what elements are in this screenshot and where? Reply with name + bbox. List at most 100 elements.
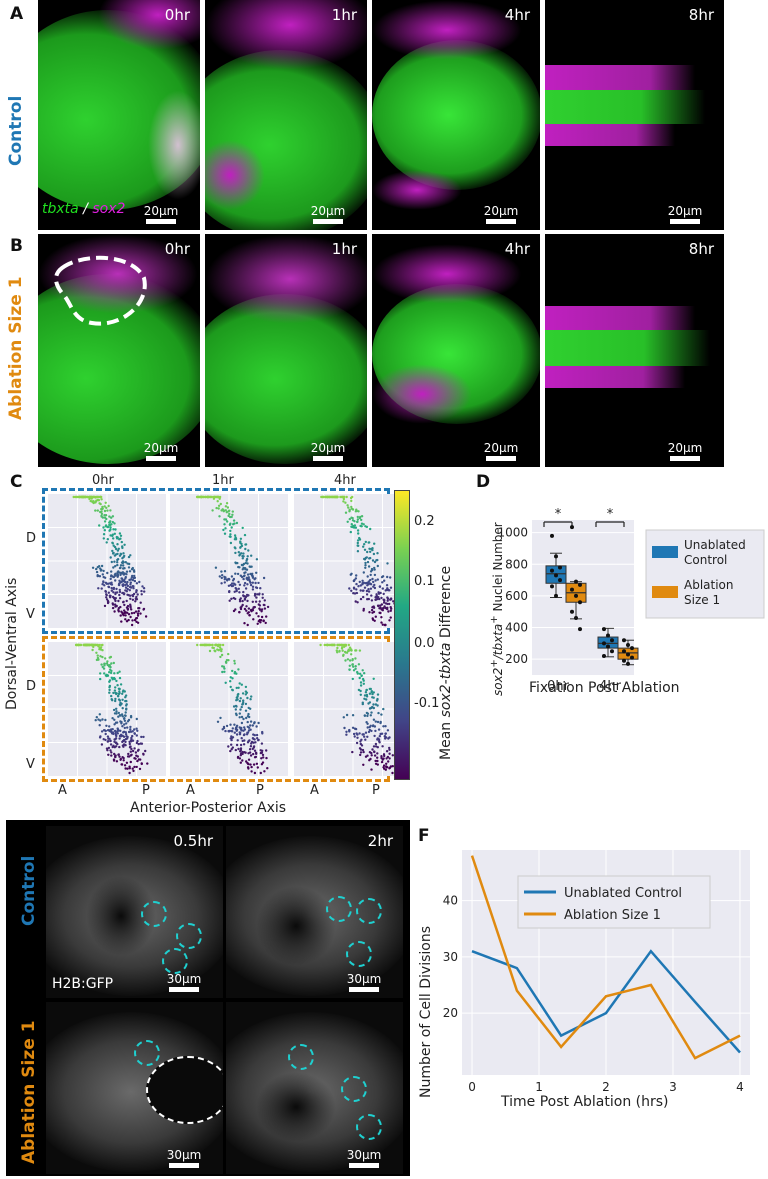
scatter-point <box>126 767 129 770</box>
scatter-point <box>109 665 112 669</box>
scatter-point <box>118 670 121 673</box>
scatter-point <box>374 579 377 582</box>
scatter-point <box>363 694 367 697</box>
scatter-point <box>370 547 373 551</box>
scatter-point <box>336 495 339 499</box>
scatter-point <box>140 735 143 739</box>
y-tick: 20 <box>443 1006 458 1020</box>
scatter-point <box>118 755 121 758</box>
scatter-point <box>94 643 97 647</box>
scatter-point <box>264 621 267 625</box>
scatter-point <box>370 768 373 771</box>
scatter-point <box>353 592 357 595</box>
scatter-point <box>351 677 354 681</box>
scale-bar: 20µm <box>658 441 712 461</box>
scatter-point <box>245 716 248 720</box>
scatter-point <box>368 759 371 762</box>
scatter-point <box>127 718 131 722</box>
scatter-point <box>344 643 348 647</box>
scatter-point <box>122 717 126 720</box>
scatter-point <box>260 615 264 619</box>
scatter-point <box>213 649 216 652</box>
scatter-point <box>366 726 369 729</box>
scatter-point <box>107 504 110 508</box>
scatter-point <box>116 536 119 539</box>
scatter-point <box>348 668 351 671</box>
scatter-point <box>246 623 249 627</box>
scatter-point <box>249 763 252 766</box>
scatter-point <box>239 761 242 764</box>
scatter-point <box>347 643 350 647</box>
scatter-point <box>358 732 361 735</box>
scatter-point <box>130 736 133 740</box>
scatter-point <box>103 529 107 532</box>
scatter-point <box>349 573 352 576</box>
scatter-point <box>350 505 353 509</box>
scatter-point <box>239 537 243 540</box>
scatter-point <box>245 609 248 612</box>
scatter-point <box>131 598 135 601</box>
scatter-point <box>380 621 383 624</box>
scatter-point <box>127 618 130 622</box>
scatter-point <box>129 750 132 753</box>
scatter-point <box>246 725 249 728</box>
scatter-point <box>126 611 129 614</box>
scatter-point <box>365 721 368 724</box>
scatter-point <box>246 583 249 586</box>
scatter-point <box>231 727 234 730</box>
scatter-point <box>131 619 134 622</box>
scatter-point <box>348 646 352 649</box>
scatter-point <box>201 495 205 499</box>
scatter-point <box>78 495 81 499</box>
scatter-point <box>112 566 115 569</box>
scatter-point <box>123 719 127 722</box>
scatter-point <box>354 667 357 670</box>
scatter-point <box>384 602 388 605</box>
scatter-point <box>351 508 355 511</box>
scatter-point <box>129 586 133 589</box>
scatter-point <box>216 720 220 723</box>
colorbar-tick: 0.0 <box>414 636 435 651</box>
series-line <box>471 949 741 1054</box>
scatter-point <box>125 582 128 586</box>
scatter-point <box>362 589 365 592</box>
scatter-point <box>342 495 346 499</box>
scatter-point <box>380 713 383 716</box>
scatter-point <box>364 738 367 741</box>
scatter-point <box>112 691 115 695</box>
scatter-point <box>362 607 365 611</box>
scatter-point <box>102 537 106 540</box>
scatter-point <box>237 580 240 584</box>
scatter-point <box>376 759 379 763</box>
scatter-point <box>112 759 116 762</box>
scatter-point <box>132 587 135 590</box>
scatter-point <box>372 718 376 721</box>
scatter-point <box>247 607 251 610</box>
scatter-point <box>111 595 115 599</box>
scatter-point <box>114 547 118 551</box>
scatter-point <box>242 699 245 702</box>
scatter-point <box>368 692 372 695</box>
scatter-point <box>253 592 257 596</box>
panel-label-b: B <box>10 236 23 256</box>
scatter-point <box>340 495 343 499</box>
scatter-point <box>224 681 227 684</box>
h2b-control-2hr: 2hr 30µm <box>226 826 403 998</box>
scatter-point <box>376 693 380 696</box>
scatter-point <box>358 580 361 584</box>
y-tick: 400 <box>505 621 528 635</box>
scatter-point <box>348 517 351 521</box>
scatter-point <box>356 550 360 553</box>
scatter-point <box>234 586 237 590</box>
scatter-point <box>103 672 106 675</box>
scatter-point <box>389 576 392 579</box>
scatter-point <box>222 726 226 730</box>
scatter-point <box>123 726 127 730</box>
h2b-control-0_5hr: 0.5hr H2B:GFP 30µm <box>46 826 223 998</box>
scatter-point <box>105 596 108 599</box>
data-point <box>626 642 630 647</box>
scatter-point <box>367 730 371 734</box>
scatter-point <box>378 740 381 743</box>
scatter-point <box>139 742 142 745</box>
time-title: 0hr <box>92 473 115 488</box>
